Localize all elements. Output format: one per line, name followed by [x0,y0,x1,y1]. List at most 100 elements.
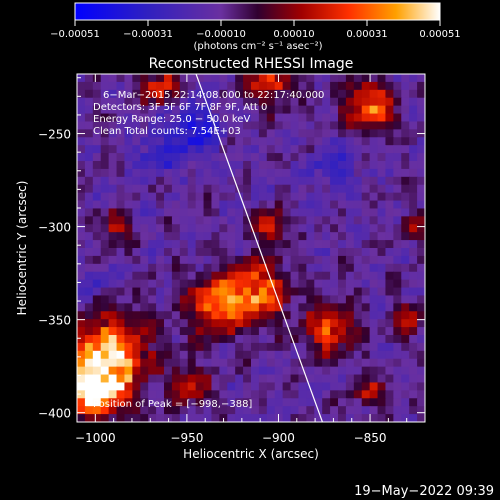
heatmap-cell [266,263,276,273]
heatmap-cell [171,224,181,233]
heatmap-cell [369,390,379,399]
heatmap-cell [314,137,323,146]
heatmap-cell [401,414,410,422]
heatmap-cell [306,137,315,146]
heatmap-cell [274,327,284,336]
heatmap-cell [338,89,347,99]
heatmap-cell [369,208,379,217]
heatmap-cell [282,342,292,352]
heatmap-cell [171,414,181,422]
heatmap-cell [164,208,173,217]
heatmap-cell [353,342,363,352]
heatmap-cell [171,382,181,391]
heatmap-cell [282,153,292,162]
heatmap-cell [148,366,157,376]
heatmap-cell [187,208,197,217]
heatmap-cell [156,248,165,257]
heatmap-cell [116,248,126,257]
heatmap-cell [393,89,402,99]
heatmap-cell [156,145,165,154]
heatmap-cell [401,366,410,376]
heatmap-cell [345,208,355,217]
x-tick-label: −1000 [75,431,116,445]
heatmap-cell [132,89,141,99]
heatmap-cell [108,74,118,83]
heatmap-cell [258,374,268,384]
heatmap-cell [227,287,236,297]
heatmap-cell [124,208,133,217]
heatmap-cell [369,279,379,289]
heatmap-cell [393,398,402,407]
heatmap-cell [322,224,331,233]
heatmap-cell [306,224,315,233]
heatmap-cell [314,248,323,257]
heatmap-cell [290,129,300,138]
heatmap-cell [195,390,205,399]
heatmap-cell [84,192,94,202]
heatmap-cell [100,200,110,210]
heatmap-cell [164,279,173,289]
heatmap-cell [274,295,284,304]
heatmap-cell [156,327,165,336]
heatmap-cell [338,145,347,154]
heatmap-cell [401,216,410,225]
heatmap-cell [338,248,347,257]
heatmap-cell [148,311,157,320]
heatmap-cell [417,208,425,217]
heatmap-cell [132,137,141,146]
heatmap-cell [235,240,244,249]
heatmap-cell [203,232,213,241]
heatmap-cell [314,113,323,123]
heatmap-cell [251,184,260,194]
heatmap-cell [243,200,252,210]
heatmap-cell [338,192,347,202]
heatmap-cell [84,255,94,265]
heatmap-cell [235,81,244,91]
heatmap-cell [258,161,268,170]
heatmap-cell [108,121,118,130]
heatmap-cell [140,279,149,289]
heatmap-cell [377,192,387,202]
heatmap-cell [84,303,94,312]
heatmap-cell [266,137,276,146]
heatmap-cell [322,350,331,360]
heatmap-cell [322,255,331,265]
heatmap-cell [385,406,394,415]
heatmap-cell [338,382,347,391]
heatmap-cell [274,176,284,186]
heatmap-cell [77,153,86,162]
heatmap-cell [298,232,307,241]
heatmap-cell [77,382,86,391]
heatmap-cell [266,414,276,422]
heatmap-cell [171,303,181,312]
heatmap-cell [369,89,379,99]
heatmap-cell [92,168,102,178]
heatmap-cell [108,176,118,186]
heatmap-cell [338,121,347,130]
heatmap-cell [377,342,387,352]
heatmap-cell [274,398,284,407]
heatmap-cell [84,105,94,115]
heatmap-cell [116,255,126,265]
heatmap-cell [361,287,371,297]
heatmap-cell [132,153,141,162]
heatmap-cell [290,145,300,154]
heatmap-cell [84,390,94,399]
heatmap-cell [409,137,418,146]
heatmap-cell [243,398,252,407]
heatmap-cell [314,232,323,241]
heatmap-cell [385,374,394,384]
heatmap-cell [274,263,284,273]
heatmap-cell [187,113,197,123]
heatmap-cell [345,311,355,320]
heatmap-cell [116,342,126,352]
heatmap-cell [219,224,228,233]
heatmap-cell [377,248,387,257]
heatmap-cell [116,168,126,178]
heatmap-cell [187,153,197,162]
heatmap-cell [171,216,181,225]
heatmap-cell [77,295,86,304]
heatmap-cell [353,366,363,376]
heatmap-cell [401,208,410,217]
heatmap-cell [282,382,292,391]
